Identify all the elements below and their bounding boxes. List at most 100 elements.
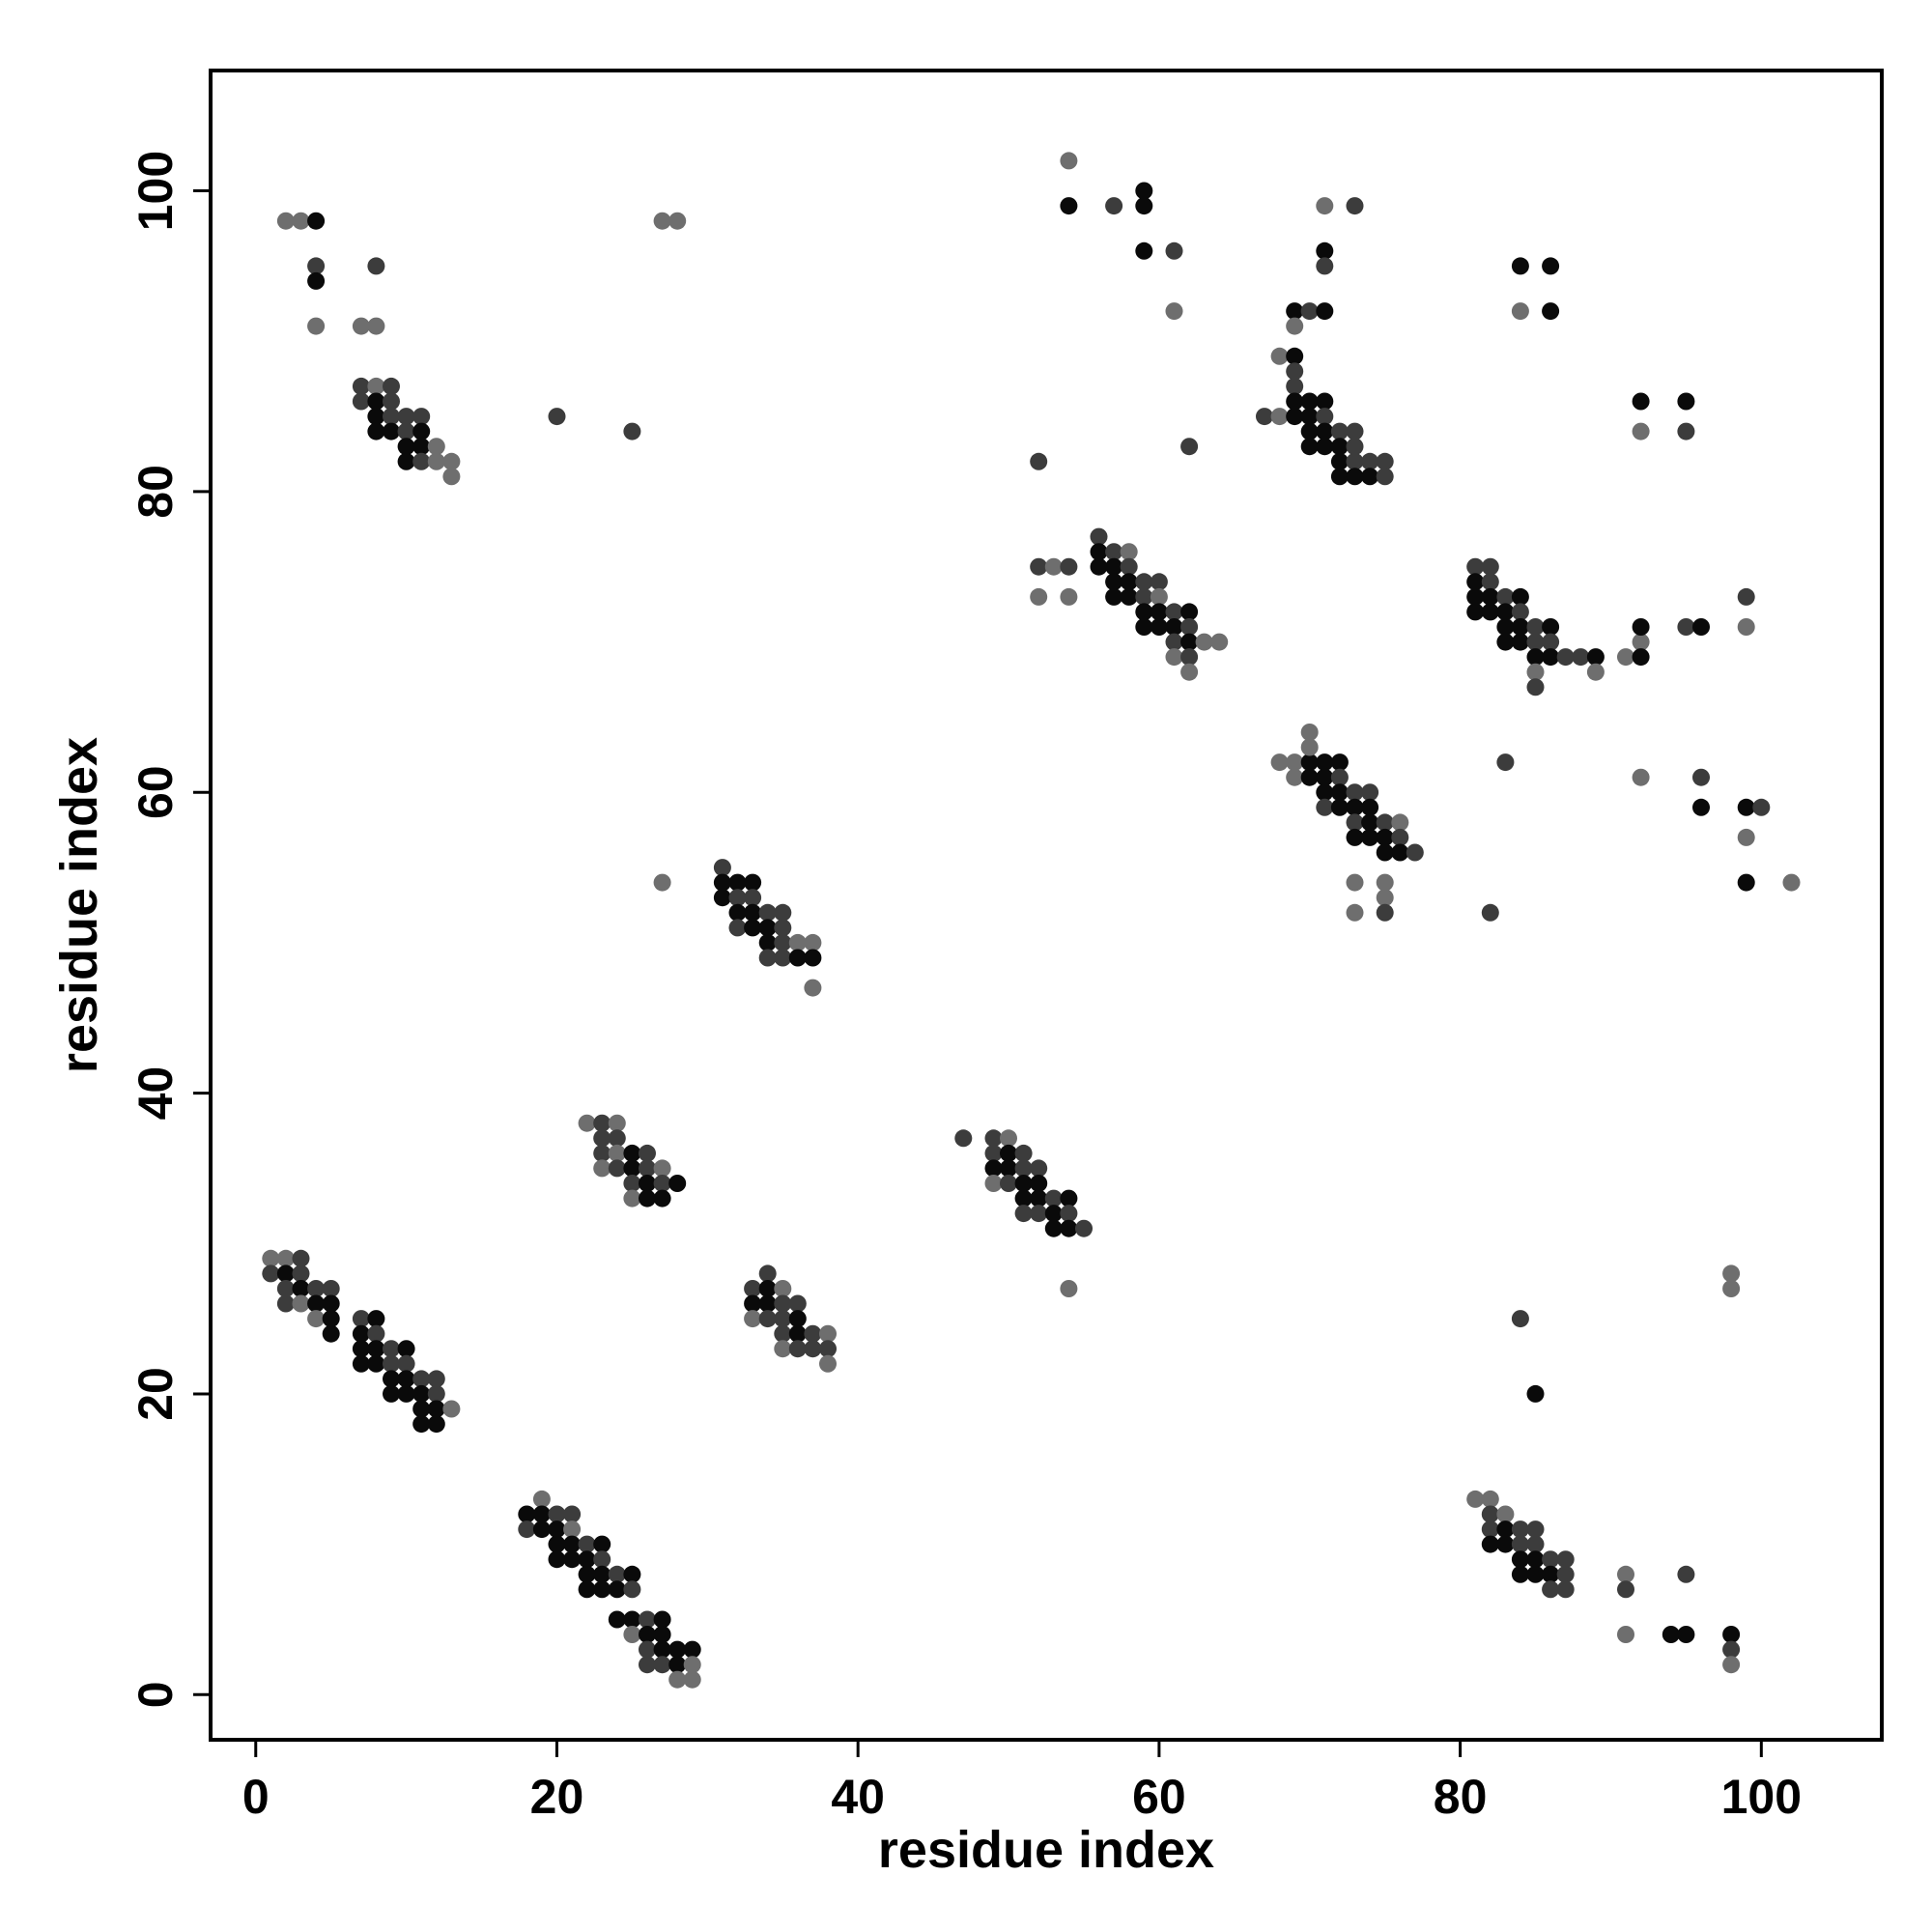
contact-point	[1000, 1175, 1017, 1192]
contact-point	[1376, 873, 1394, 892]
contact-point	[623, 1565, 641, 1583]
contact-point	[1376, 903, 1394, 922]
contact-point	[292, 212, 310, 230]
contact-point	[593, 1159, 611, 1178]
contact-point	[1300, 753, 1319, 772]
contact-point	[518, 1520, 536, 1539]
contact-point	[292, 1249, 310, 1267]
contact-point	[653, 1175, 671, 1192]
contact-point	[728, 919, 747, 937]
contact-point	[1060, 587, 1078, 606]
contact-point	[668, 1670, 687, 1689]
contact-point	[758, 1264, 777, 1283]
contact-point	[1346, 798, 1364, 816]
contact-point	[728, 903, 747, 922]
contact-point	[412, 408, 431, 426]
contact-point	[653, 873, 671, 892]
contact-point	[1481, 573, 1499, 591]
contact-point	[1511, 603, 1529, 621]
contact-point	[563, 1535, 582, 1553]
contact-point	[1316, 257, 1334, 275]
contact-point	[1542, 1550, 1560, 1569]
contact-point	[367, 377, 385, 395]
contact-point	[352, 392, 370, 411]
contact-point	[1286, 753, 1304, 772]
contact-point	[578, 1550, 596, 1569]
contact-point	[412, 1415, 431, 1434]
contact-point	[307, 317, 326, 335]
contact-point	[1346, 422, 1364, 440]
contact-point	[1030, 587, 1048, 606]
contact-point	[1511, 257, 1529, 275]
y-tick-label: 80	[128, 465, 183, 519]
contact-point	[1316, 408, 1334, 426]
contact-point	[322, 1280, 340, 1297]
contact-point	[1526, 1550, 1545, 1569]
contact-point	[1075, 1219, 1093, 1237]
contact-point	[1511, 1535, 1529, 1553]
contact-point	[1090, 557, 1108, 576]
contact-point	[804, 979, 822, 997]
contact-point	[1286, 362, 1304, 381]
y-tick-label: 60	[128, 765, 183, 819]
contact-point	[1481, 1505, 1499, 1523]
contact-point	[397, 408, 415, 426]
contact-point	[1300, 738, 1319, 756]
contact-point	[1526, 1520, 1545, 1539]
contact-point	[563, 1505, 582, 1523]
contact-point	[578, 1580, 596, 1599]
contact-point	[367, 257, 385, 275]
x-tick-label: 20	[530, 1770, 584, 1824]
contact-point	[367, 422, 385, 440]
contact-point	[532, 1505, 551, 1523]
contact-point	[532, 1490, 551, 1508]
contact-point	[804, 1324, 822, 1343]
contact-point	[1496, 1520, 1515, 1539]
contact-point	[442, 452, 461, 470]
contact-point	[548, 1535, 566, 1553]
contact-point	[322, 1324, 340, 1343]
contact-point	[1737, 828, 1755, 846]
contact-point	[744, 919, 762, 937]
contact-point	[532, 1520, 551, 1539]
contact-point	[668, 212, 687, 230]
contact-point	[1030, 1175, 1048, 1192]
contact-point	[1330, 438, 1349, 456]
contact-point	[1752, 798, 1771, 816]
contact-point	[1737, 798, 1755, 816]
y-axis: 0 20 40 60 80 100	[128, 151, 211, 1708]
contact-point	[292, 1294, 310, 1313]
contact-point	[653, 1626, 671, 1643]
contact-point	[1586, 663, 1605, 681]
contact-point	[397, 1370, 415, 1388]
contact-point	[1165, 603, 1183, 621]
contact-point	[578, 1114, 596, 1132]
contact-point	[1330, 422, 1349, 440]
contact-point	[653, 212, 671, 230]
contact-point	[984, 1159, 1003, 1178]
contact-point	[1346, 468, 1364, 486]
contact-point	[1346, 783, 1364, 802]
contact-point	[1150, 603, 1168, 621]
contact-point	[1014, 1159, 1033, 1178]
contact-point	[1060, 1205, 1078, 1223]
contact-point	[593, 1129, 611, 1148]
contact-point	[578, 1565, 596, 1583]
contact-point	[1090, 527, 1108, 546]
x-tick-label: 60	[1132, 1770, 1186, 1824]
contact-point	[367, 1310, 385, 1328]
contact-point	[1120, 587, 1138, 606]
contact-point	[1060, 1189, 1078, 1208]
contact-point	[1150, 573, 1168, 591]
contact-point	[397, 1384, 415, 1403]
contact-point	[653, 1656, 671, 1674]
contact-point	[774, 1340, 792, 1358]
contact-point	[1722, 1280, 1741, 1297]
contact-point	[1361, 468, 1379, 486]
contact-point	[1376, 889, 1394, 907]
contact-point	[984, 1129, 1003, 1148]
contact-point	[1300, 392, 1319, 411]
contact-point	[1466, 557, 1485, 576]
contact-point	[1120, 557, 1138, 576]
contact-point	[1135, 573, 1153, 591]
